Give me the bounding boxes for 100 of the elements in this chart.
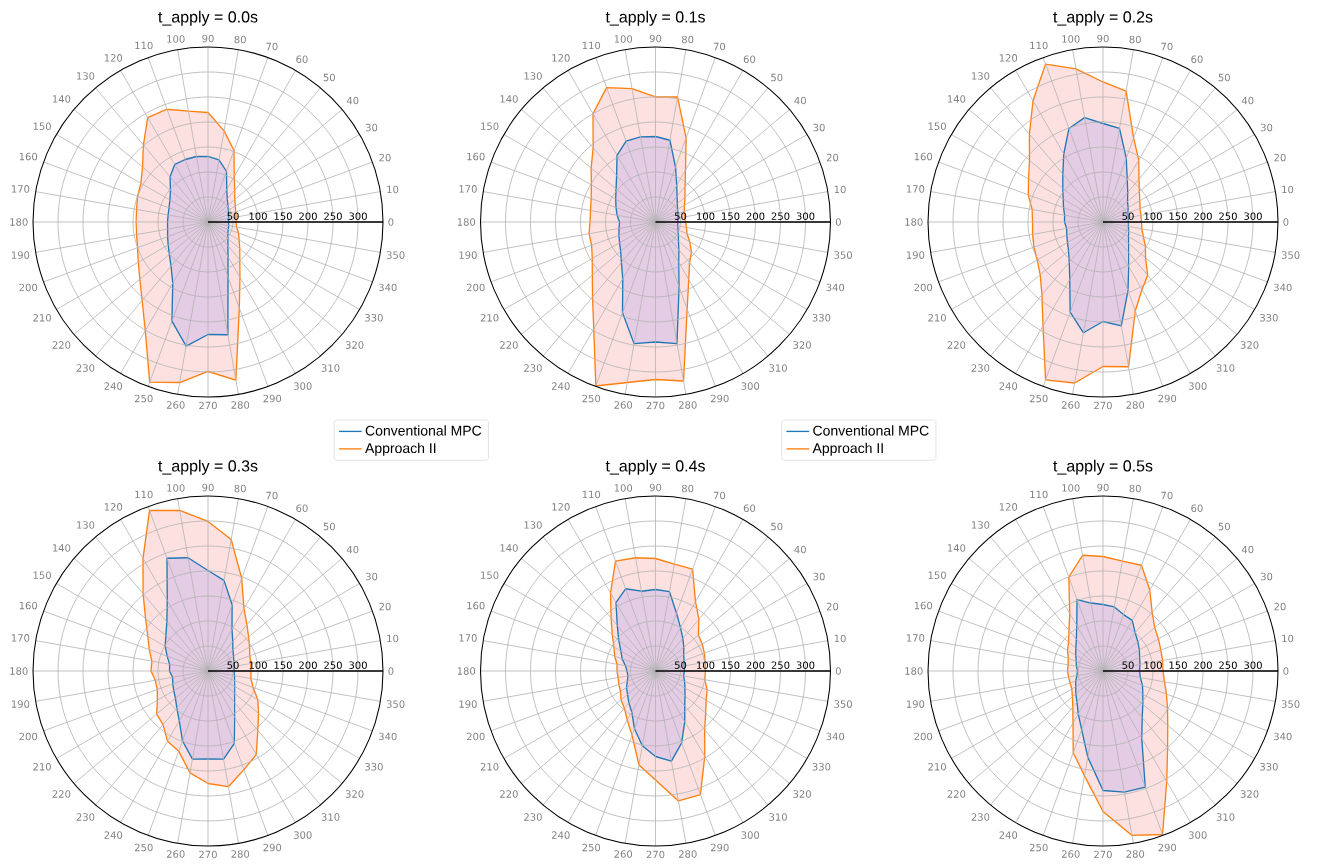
spoke-label: 280 [1126,850,1145,858]
spoke-label: 220 [52,790,71,798]
spoke-label: 130 [77,72,95,80]
chart-title: t_apply = 0.2s [1053,10,1153,26]
spoke-label: 260 [614,401,633,409]
spoke-label: 290 [710,394,729,403]
spoke-label: 230 [971,364,990,372]
spoke-label: 300 [1188,382,1207,390]
spoke-label: 200 [19,283,38,292]
spoke-label: 310 [1216,364,1235,372]
spoke-label: 320 [793,790,811,798]
spoke-label: 70 [1161,491,1173,500]
spoke-label: 140 [947,95,966,103]
spoke-label: 20 [1274,602,1286,611]
spoke-label: 0 [388,667,394,675]
spoke-label: 240 [999,382,1018,390]
spoke-label: 300 [293,831,312,839]
spoke-label: 230 [971,813,990,821]
spoke-label: 270 [199,401,217,410]
spoke-label: 120 [104,503,123,511]
spoke-label: 260 [166,850,185,858]
spoke-label: 330 [812,314,831,322]
spoke-label: 210 [928,314,946,322]
spoke-label: 100 [614,484,633,492]
spoke-label: 0 [835,667,841,675]
spoke-label: 170 [11,634,30,642]
spoke-label: 180 [457,218,476,226]
spoke-label: 310 [769,364,787,372]
spoke-label: 330 [1260,314,1278,322]
spoke-label: 320 [1240,790,1259,798]
spoke-label: 310 [321,364,340,372]
spoke-label: 80 [1129,35,1141,44]
spoke-label: 290 [1158,394,1177,403]
spoke-label: 90 [1097,34,1109,43]
spoke-label: 330 [812,763,831,771]
spoke-label: 110 [1030,490,1048,499]
spoke-label: 10 [834,185,846,194]
spoke-label: 110 [135,41,153,50]
spoke-label: 110 [582,41,601,50]
spoke-label: 170 [906,634,925,642]
spoke-label: 90 [1097,483,1109,492]
spoke-label: 180 [457,667,476,675]
spoke-label: 350 [834,251,852,259]
spoke-label: 20 [826,153,839,162]
spoke-label: 220 [947,790,966,798]
spoke-label: 330 [365,314,383,322]
spoke-label: 320 [345,790,364,798]
spoke-label: 230 [524,813,542,821]
spoke-label: 350 [1281,251,1300,259]
spoke-label: 130 [524,72,542,80]
spoke-label: 170 [906,185,925,193]
spoke-label: 160 [19,601,38,610]
spoke-label: 290 [1158,843,1177,852]
legend-label: Approach II [812,442,883,456]
spoke-label: 290 [263,843,282,852]
spoke-label: 180 [10,667,28,675]
spoke-label: 150 [928,571,946,579]
spoke-label: 200 [19,732,38,741]
spoke-label: 250 [134,394,153,403]
spoke-label: 200 [466,732,485,741]
spoke-label: 160 [914,601,933,610]
spoke-label: 60 [1191,55,1203,64]
spoke-label: 110 [135,490,153,499]
spoke-label: 190 [906,700,925,708]
spoke-label: 270 [199,850,217,859]
spoke-label: 280 [678,401,697,409]
spoke-label: 40 [346,96,359,105]
spoke-label: 30 [813,123,825,132]
spoke-label: 70 [1161,42,1173,51]
spoke-label: 130 [524,521,542,529]
spoke-label: 70 [713,491,726,500]
spoke-label: 240 [104,382,123,390]
spoke-label: 140 [947,544,966,552]
spoke-label: 330 [1260,763,1278,771]
spoke-label: 190 [11,251,30,259]
spoke-label: 250 [1029,394,1048,403]
spoke-label: 210 [33,314,51,322]
spoke-label: 200 [914,283,933,292]
spoke-label: 310 [1216,813,1235,821]
spoke-label: 180 [905,667,923,675]
spoke-label: 340 [826,732,845,741]
spoke-label: 240 [551,382,570,390]
spoke-label: 60 [1191,504,1203,513]
spoke-label: 270 [1094,850,1112,859]
spoke-label: 150 [928,122,946,130]
spoke-label: 280 [231,401,250,409]
spoke-label: 290 [710,843,729,852]
spoke-label: 30 [1260,572,1273,581]
spoke-label: 280 [1126,401,1145,409]
legend-label: Approach II [365,442,436,456]
spoke-label: 110 [1030,41,1048,50]
spoke-label: 230 [524,364,542,372]
spoke-label: 160 [467,152,485,161]
spoke-label: 220 [52,341,71,349]
spoke-label: 350 [386,251,405,259]
spoke-label: 280 [231,850,250,858]
spoke-label: 150 [33,571,51,579]
chart-title: t_apply = 0.0s [158,10,258,26]
spoke-label: 0 [1283,667,1289,675]
spoke-label: 190 [11,700,30,708]
